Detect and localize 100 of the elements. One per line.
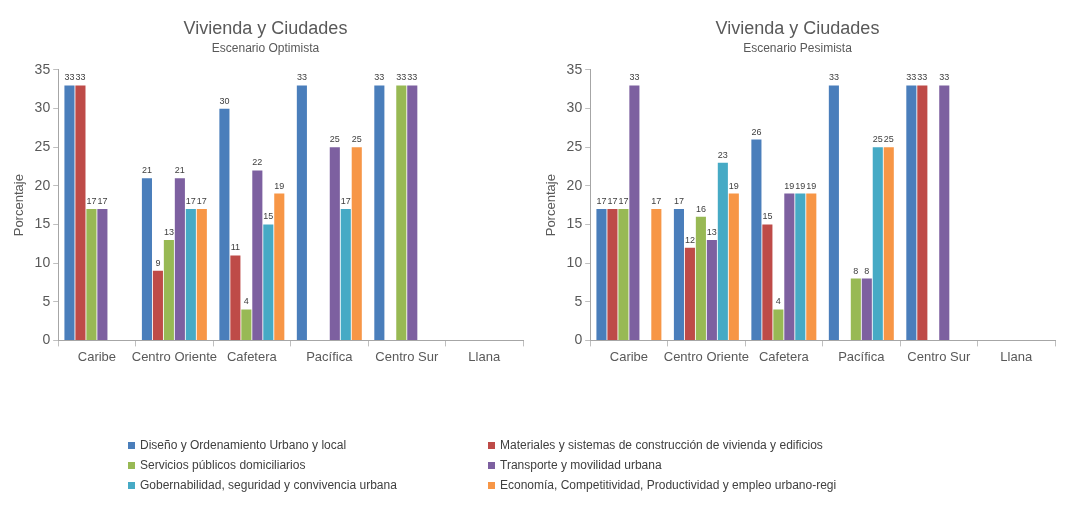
- data-label: 8: [853, 265, 859, 276]
- bar: [274, 193, 285, 340]
- bar: [75, 85, 86, 340]
- data-label: 11: [230, 242, 241, 253]
- y-tick-label: 0: [574, 331, 583, 348]
- bar: [241, 309, 252, 340]
- data-label: 16: [695, 203, 706, 214]
- x-tick-label: Pacífica: [306, 348, 354, 364]
- bar: [174, 178, 185, 340]
- data-label: 17: [196, 196, 207, 207]
- y-tick-label: 20: [34, 176, 51, 193]
- bar: [828, 85, 839, 340]
- chart-subtitle: Escenario Optimista: [211, 41, 320, 56]
- bar: [751, 139, 762, 340]
- bar: [872, 147, 883, 340]
- bar: [618, 209, 629, 340]
- x-tick-label: Centro Sur: [907, 348, 971, 364]
- bar: [883, 147, 894, 340]
- x-tick-label: Centro Oriente: [663, 348, 750, 364]
- bar: [97, 209, 108, 340]
- x-tick-label: Llana: [468, 348, 501, 364]
- bar: [219, 108, 230, 340]
- x-tick-label: Cafetera: [758, 348, 810, 364]
- x-tick-label: Pacífica: [838, 348, 886, 364]
- data-label: 17: [185, 196, 196, 207]
- data-label: 19: [784, 180, 795, 191]
- bar: [607, 209, 618, 340]
- bar: [396, 85, 407, 340]
- y-tick-label: 35: [34, 60, 51, 77]
- data-label: 25: [351, 134, 362, 145]
- bar: [152, 270, 163, 340]
- data-label: 17: [86, 196, 97, 207]
- y-axis-title: Porcentaje: [11, 174, 27, 237]
- legend-label: Materiales y sistemas de construcción de vivienda y edificios: [500, 438, 823, 452]
- bar: [340, 209, 351, 340]
- data-label: 25: [329, 134, 340, 145]
- y-axis-title: Porcentaje: [543, 174, 559, 237]
- y-tick-label: 5: [42, 292, 51, 309]
- data-label: 33: [407, 72, 418, 83]
- bar: [673, 209, 684, 340]
- data-label: 33: [828, 72, 839, 83]
- y-tick-label: 0: [42, 331, 51, 348]
- bar: [629, 85, 640, 340]
- legend-label: Diseño y Ordenamiento Urbano y local: [140, 438, 347, 452]
- data-label: 17: [673, 196, 684, 207]
- data-label: 33: [629, 72, 640, 83]
- y-tick-label: 30: [34, 99, 51, 116]
- data-label: 19: [728, 180, 739, 191]
- data-label: 33: [75, 72, 86, 83]
- data-label: 33: [64, 72, 75, 83]
- bar: [795, 193, 806, 340]
- y-tick-label: 25: [34, 138, 51, 155]
- bar: [263, 224, 274, 340]
- x-tick-label: Llana: [1000, 348, 1033, 364]
- x-tick-label: Centro Sur: [375, 348, 439, 364]
- data-label: 12: [684, 234, 695, 245]
- chart-title: Vivienda y Ciudades: [715, 17, 880, 38]
- y-tick-label: 15: [566, 215, 583, 232]
- x-tick-label: Caribe: [609, 348, 649, 364]
- data-label: 15: [263, 211, 274, 222]
- bar: [717, 162, 728, 340]
- data-label: 17: [97, 196, 108, 207]
- bar: [684, 247, 695, 340]
- data-label: 33: [296, 72, 307, 83]
- data-label: 33: [906, 72, 917, 83]
- bar: [374, 85, 385, 340]
- bar: [651, 209, 662, 340]
- bar: [861, 278, 872, 340]
- bar: [939, 85, 950, 340]
- y-tick-label: 10: [34, 254, 51, 270]
- data-label: 33: [917, 72, 928, 83]
- data-label: 4: [243, 296, 249, 307]
- bar: [86, 209, 97, 340]
- bar: [728, 193, 739, 340]
- bar: [64, 85, 75, 340]
- data-label: 17: [607, 196, 618, 207]
- data-label: 13: [706, 226, 717, 237]
- bar: [351, 147, 362, 340]
- data-label: 15: [762, 211, 773, 222]
- data-label: 30: [219, 95, 230, 106]
- legend-label: Transporte y movilidad urbana: [500, 458, 662, 472]
- chart-subtitle: Escenario Pesimista: [743, 41, 853, 56]
- bar: [296, 85, 307, 340]
- bar: [163, 239, 174, 340]
- data-label: 33: [939, 72, 950, 83]
- bar: [141, 178, 152, 340]
- data-label: 13: [163, 226, 174, 237]
- bar: [695, 216, 706, 340]
- y-tick-label: 10: [566, 254, 583, 270]
- bar: [850, 278, 861, 340]
- bar: [706, 239, 717, 340]
- y-tick-label: 25: [566, 138, 583, 155]
- bar: [806, 193, 817, 340]
- data-label: 33: [374, 72, 385, 83]
- data-label: 17: [618, 196, 629, 207]
- bar: [252, 170, 263, 340]
- x-tick-label: Centro Oriente: [131, 348, 218, 364]
- bar: [784, 193, 795, 340]
- data-label: 22: [252, 157, 263, 168]
- y-tick-label: 20: [566, 176, 583, 193]
